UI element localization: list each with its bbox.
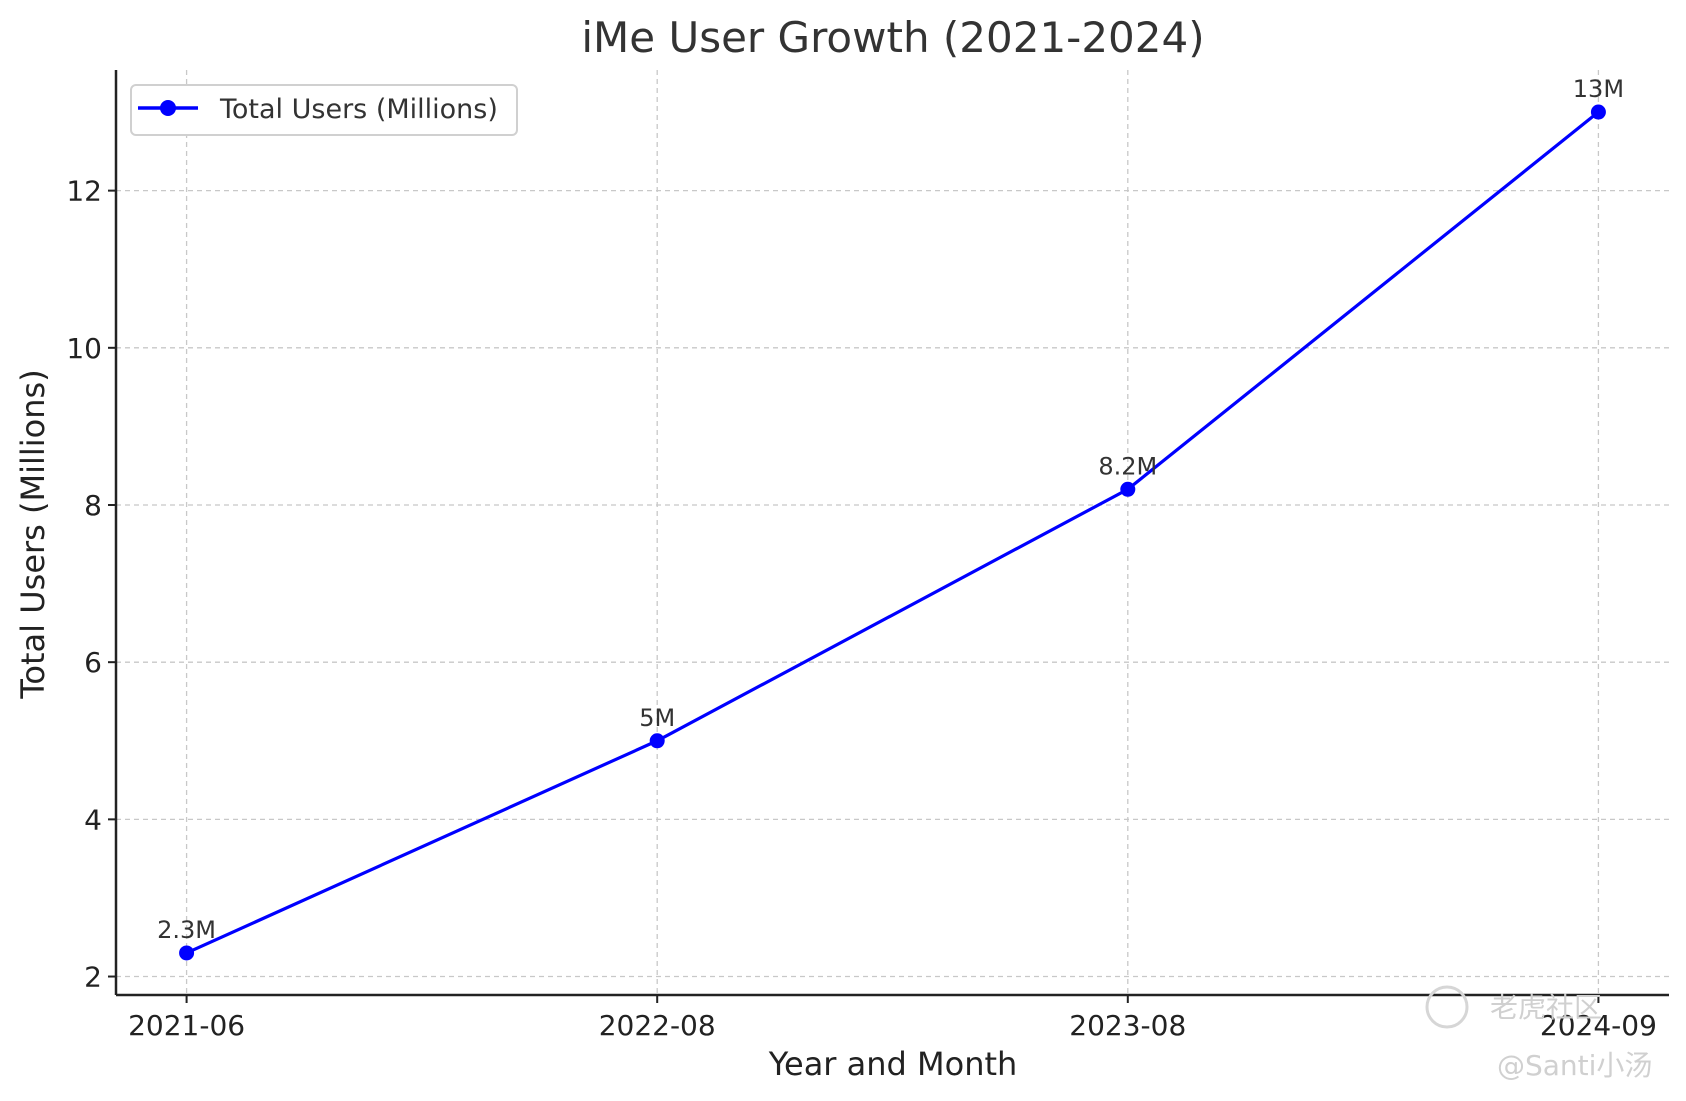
data-point: [179, 945, 195, 961]
grid: [116, 70, 1669, 995]
axes: [114, 70, 1669, 997]
watermark: 老虎社区 @Santi小汤: [1425, 985, 1652, 1082]
x-tick-label: 2022-08: [599, 1009, 716, 1042]
legend-label: Total Users (Millions): [219, 94, 498, 125]
legend-marker-icon: [160, 100, 176, 116]
y-tick-label: 8: [84, 489, 102, 522]
y-tick-label: 12: [66, 175, 102, 208]
series-line: [185, 110, 1600, 955]
watermark-handle: @Santi小汤: [1497, 1049, 1652, 1082]
data-label: 8.2M: [1098, 452, 1157, 480]
watermark-text: 老虎社区: [1490, 991, 1602, 1024]
y-axis-label: Total Users (Millions): [14, 369, 52, 699]
data-point: [1590, 104, 1606, 120]
watermark-logo-icon: [1425, 985, 1469, 1029]
y-tick-label: 4: [84, 803, 102, 836]
data-label: 13M: [1573, 75, 1624, 103]
series-total-users: 2.3M 5M 8.2M 13M: [157, 75, 1624, 961]
chart-title: iMe User Growth (2021-2024): [581, 13, 1204, 62]
y-tick-label: 2: [84, 961, 102, 994]
data-point: [1120, 481, 1136, 497]
x-tick-label: 2024-09: [1540, 1009, 1657, 1042]
data-point: [649, 733, 665, 749]
y-tick-label: 6: [84, 646, 102, 679]
x-tick-label: 2021-06: [128, 1009, 245, 1042]
legend: Total Users (Millions): [130, 84, 518, 136]
data-label: 2.3M: [157, 916, 216, 944]
x-tick-label: 2023-08: [1069, 1009, 1186, 1042]
x-axis-label: Year and Month: [768, 1045, 1018, 1083]
ticks: 2 4 6 8 10 12 2021-06 2022-08 2023-08 2024-09: [66, 175, 1657, 1042]
data-label: 5M: [639, 704, 675, 732]
y-tick-label: 10: [66, 332, 102, 365]
legend-box: [130, 84, 518, 136]
